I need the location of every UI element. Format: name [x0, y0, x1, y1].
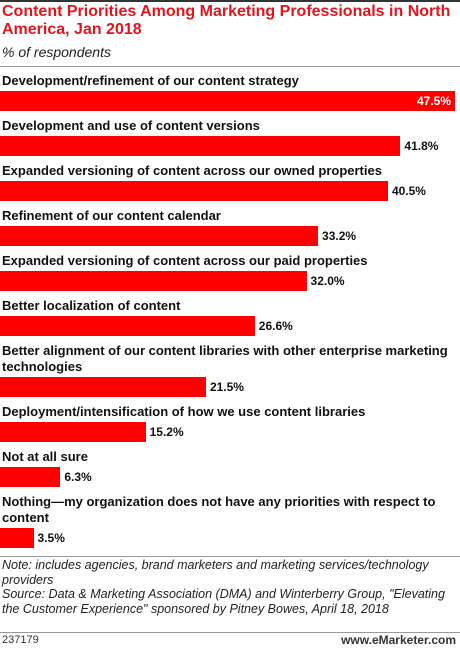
bar-row: Deployment/intensification of how we use…	[0, 404, 460, 442]
bar-track: 47.5%	[0, 91, 460, 111]
value-label: 47.5%	[416, 94, 451, 108]
bar-track: 41.8%	[0, 136, 460, 156]
bar	[0, 377, 206, 397]
top-rule	[0, 0, 460, 2]
bar	[0, 226, 319, 246]
value-label: 6.3%	[64, 470, 92, 484]
bar-track: 33.2%	[0, 226, 460, 246]
bar	[0, 181, 388, 201]
chart-subtitle: % of respondents	[2, 44, 111, 60]
divider	[0, 632, 460, 633]
bar-row: Better localization of content 26.6%	[0, 298, 460, 336]
bar-track: 21.5%	[0, 377, 460, 397]
chart-title: Content Priorities Among Marketing Profe…	[2, 3, 451, 38]
bar	[0, 271, 307, 291]
category-label: Development/refinement of our content st…	[2, 73, 299, 88]
bar-track: 32.0%	[0, 271, 460, 291]
bar-row: Nothing—my organization does not have an…	[0, 494, 460, 548]
category-label: Not at all sure	[2, 449, 88, 464]
value-label: 40.5%	[391, 184, 426, 198]
value-label: 41.8%	[404, 139, 439, 153]
bar-row: Not at all sure 6.3%	[0, 449, 460, 487]
notes: Note: includes agencies, brand marketers…	[2, 558, 457, 616]
category-label: Deployment/intensification of how we use…	[2, 404, 366, 419]
value-label: 32.0%	[310, 274, 345, 288]
value-label: 26.6%	[258, 319, 293, 333]
bar	[0, 316, 255, 336]
bar-row: Development and use of content versions 4…	[0, 118, 460, 156]
category-label: Nothing—my organization does not have an…	[2, 494, 436, 525]
bar	[0, 136, 401, 156]
category-label: Development and use of content versions	[2, 118, 260, 133]
divider	[0, 556, 460, 557]
bar-row: Refinement of our content calendar 33.2%	[0, 208, 460, 246]
value-label: 3.5%	[37, 531, 65, 545]
value-label: 15.2%	[149, 425, 184, 439]
value-label: 33.2%	[322, 229, 357, 243]
bar-track: 3.5%	[0, 528, 460, 548]
category-label: Refinement of our content calendar	[2, 208, 221, 223]
bar-track: 26.6%	[0, 316, 460, 336]
bar-row: Better alignment of our content librarie…	[0, 343, 460, 397]
bar	[0, 528, 34, 548]
value-label: 21.5%	[209, 380, 244, 394]
category-label: Expanded versioning of content across ou…	[2, 253, 368, 268]
bar	[0, 467, 61, 487]
divider	[0, 66, 460, 67]
bar-track: 6.3%	[0, 467, 460, 487]
bar-row: Expanded versioning of content across ou…	[0, 253, 460, 291]
chart-id: 237179	[2, 634, 39, 646]
bar-track: 15.2%	[0, 422, 460, 442]
note: Note: includes agencies, brand marketers…	[2, 558, 429, 587]
brand: www.eMarketer.com	[341, 633, 456, 647]
bar	[0, 91, 455, 111]
category-label: Better localization of content	[2, 298, 181, 313]
bar-row: Expanded versioning of content across ou…	[0, 163, 460, 201]
bar	[0, 422, 146, 442]
category-label: Better alignment of our content librarie…	[2, 343, 448, 374]
source: Source: Data & Marketing Association (DM…	[2, 587, 445, 616]
bar-row: Development/refinement of our content st…	[0, 73, 460, 111]
category-label: Expanded versioning of content across ou…	[2, 163, 382, 178]
bar-track: 40.5%	[0, 181, 460, 201]
plot: Development/refinement of our content st…	[0, 73, 460, 555]
